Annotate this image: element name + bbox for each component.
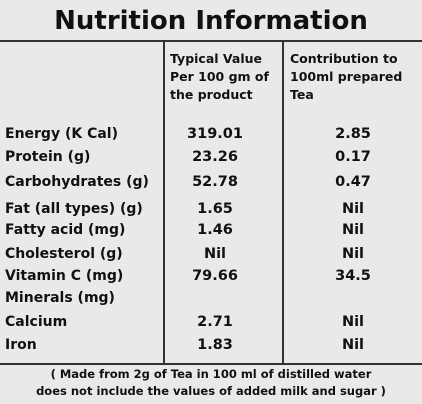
rule xyxy=(0,40,422,42)
cell-value: Nil xyxy=(341,201,365,217)
rule xyxy=(0,363,422,365)
footnote: does not include the values of added mil… xyxy=(36,384,386,398)
cell-value: 319.01 xyxy=(187,126,243,142)
cell-value: Nil xyxy=(341,314,365,330)
column-rule xyxy=(282,40,284,365)
cell-value: 1.83 xyxy=(197,337,233,353)
row-label: Fatty acid (mg) xyxy=(5,222,126,238)
row-label: Protein (g) xyxy=(5,149,91,165)
cell-value: 0.47 xyxy=(335,174,371,190)
row-label: Vitamin C (mg) xyxy=(5,268,124,284)
footnote: ( Made from 2g of Tea in 100 ml of disti… xyxy=(50,367,372,381)
cell-value: 1.46 xyxy=(197,222,233,238)
row-label: Carbohydrates (g) xyxy=(5,174,149,190)
column-header: Contribution to xyxy=(290,51,398,66)
cell-value: Nil xyxy=(341,337,365,353)
column-header: Per 100 gm of xyxy=(170,69,269,84)
cell-value: 2.85 xyxy=(335,126,371,142)
cell-value: 23.26 xyxy=(192,149,238,165)
cell-value: Nil xyxy=(341,246,365,262)
cell-value: 1.65 xyxy=(197,201,233,217)
cell-value: 34.5 xyxy=(335,268,371,284)
column-rule xyxy=(163,40,165,365)
column-header: the product xyxy=(170,87,253,102)
row-label: Calcium xyxy=(5,314,68,330)
cell-value: Nil xyxy=(203,246,227,262)
row-label: Minerals (mg) xyxy=(5,290,115,306)
cell-value: 52.78 xyxy=(192,174,238,190)
cell-value: 79.66 xyxy=(192,268,238,284)
row-label: Cholesterol (g) xyxy=(5,246,123,262)
row-label: Iron xyxy=(5,337,37,353)
column-header: Tea xyxy=(290,87,314,102)
column-header: 100ml prepared xyxy=(290,69,403,84)
row-label: Energy (K Cal) xyxy=(5,126,118,142)
cell-value: 2.71 xyxy=(197,314,233,330)
cell-value: 0.17 xyxy=(335,149,371,165)
column-header: Typical Value xyxy=(170,51,262,66)
title: Nutrition Information xyxy=(54,6,368,36)
cell-value: Nil xyxy=(341,222,365,238)
row-label: Fat (all types) (g) xyxy=(5,201,143,217)
